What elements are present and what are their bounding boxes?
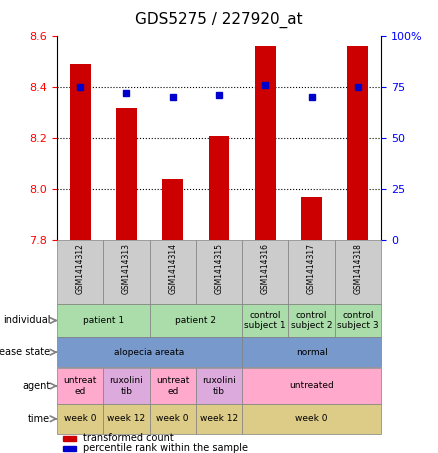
FancyBboxPatch shape xyxy=(149,368,196,404)
FancyBboxPatch shape xyxy=(289,240,335,304)
Bar xyxy=(347,46,368,240)
Text: ruxolini
tib: ruxolini tib xyxy=(110,376,143,395)
FancyBboxPatch shape xyxy=(242,337,381,367)
FancyBboxPatch shape xyxy=(335,304,381,337)
FancyBboxPatch shape xyxy=(242,240,289,304)
Text: time: time xyxy=(28,414,50,424)
Text: GSM1414316: GSM1414316 xyxy=(261,243,270,294)
FancyBboxPatch shape xyxy=(57,368,103,404)
Text: untreat
ed: untreat ed xyxy=(156,376,189,395)
FancyBboxPatch shape xyxy=(149,240,196,304)
Text: week 12: week 12 xyxy=(200,414,238,423)
Text: control
subject 2: control subject 2 xyxy=(291,311,332,330)
FancyBboxPatch shape xyxy=(103,240,149,304)
FancyBboxPatch shape xyxy=(103,368,149,404)
FancyBboxPatch shape xyxy=(242,368,381,404)
FancyBboxPatch shape xyxy=(242,304,289,337)
FancyBboxPatch shape xyxy=(149,304,242,337)
Text: ruxolini
tib: ruxolini tib xyxy=(202,376,236,395)
Bar xyxy=(64,436,76,441)
Text: GSM1414317: GSM1414317 xyxy=(307,243,316,294)
Text: untreated: untreated xyxy=(289,381,334,390)
FancyBboxPatch shape xyxy=(149,404,196,434)
FancyBboxPatch shape xyxy=(57,404,103,434)
Text: patient 2: patient 2 xyxy=(175,316,216,325)
FancyBboxPatch shape xyxy=(289,304,335,337)
Text: individual: individual xyxy=(3,315,50,326)
Text: GSM1414312: GSM1414312 xyxy=(76,243,85,294)
Bar xyxy=(70,64,91,240)
FancyBboxPatch shape xyxy=(57,304,149,337)
FancyBboxPatch shape xyxy=(196,240,242,304)
Text: GSM1414318: GSM1414318 xyxy=(353,243,362,294)
Bar xyxy=(255,46,276,240)
Text: GSM1414313: GSM1414313 xyxy=(122,243,131,294)
Text: transformed count: transformed count xyxy=(83,433,173,443)
Text: control
subject 1: control subject 1 xyxy=(244,311,286,330)
Text: disease state: disease state xyxy=(0,347,50,357)
FancyBboxPatch shape xyxy=(57,240,103,304)
Text: GDS5275 / 227920_at: GDS5275 / 227920_at xyxy=(135,11,303,28)
Text: untreat
ed: untreat ed xyxy=(64,376,97,395)
FancyBboxPatch shape xyxy=(196,368,242,404)
FancyBboxPatch shape xyxy=(103,404,149,434)
Text: patient 1: patient 1 xyxy=(83,316,124,325)
FancyBboxPatch shape xyxy=(196,404,242,434)
Text: percentile rank within the sample: percentile rank within the sample xyxy=(83,443,248,453)
Bar xyxy=(162,179,183,240)
Bar xyxy=(64,446,76,451)
Text: week 0: week 0 xyxy=(64,414,96,423)
FancyBboxPatch shape xyxy=(57,337,242,367)
Text: alopecia areata: alopecia areata xyxy=(114,348,185,357)
Text: GSM1414315: GSM1414315 xyxy=(215,243,223,294)
FancyBboxPatch shape xyxy=(242,404,381,434)
FancyBboxPatch shape xyxy=(335,240,381,304)
Text: normal: normal xyxy=(296,348,328,357)
Text: week 0: week 0 xyxy=(156,414,189,423)
Bar xyxy=(208,135,230,240)
Text: control
subject 3: control subject 3 xyxy=(337,311,379,330)
Text: GSM1414314: GSM1414314 xyxy=(168,243,177,294)
Text: week 0: week 0 xyxy=(295,414,328,423)
Bar xyxy=(301,197,322,240)
Text: agent: agent xyxy=(22,381,50,391)
Text: week 12: week 12 xyxy=(107,414,145,423)
Bar xyxy=(116,107,137,240)
